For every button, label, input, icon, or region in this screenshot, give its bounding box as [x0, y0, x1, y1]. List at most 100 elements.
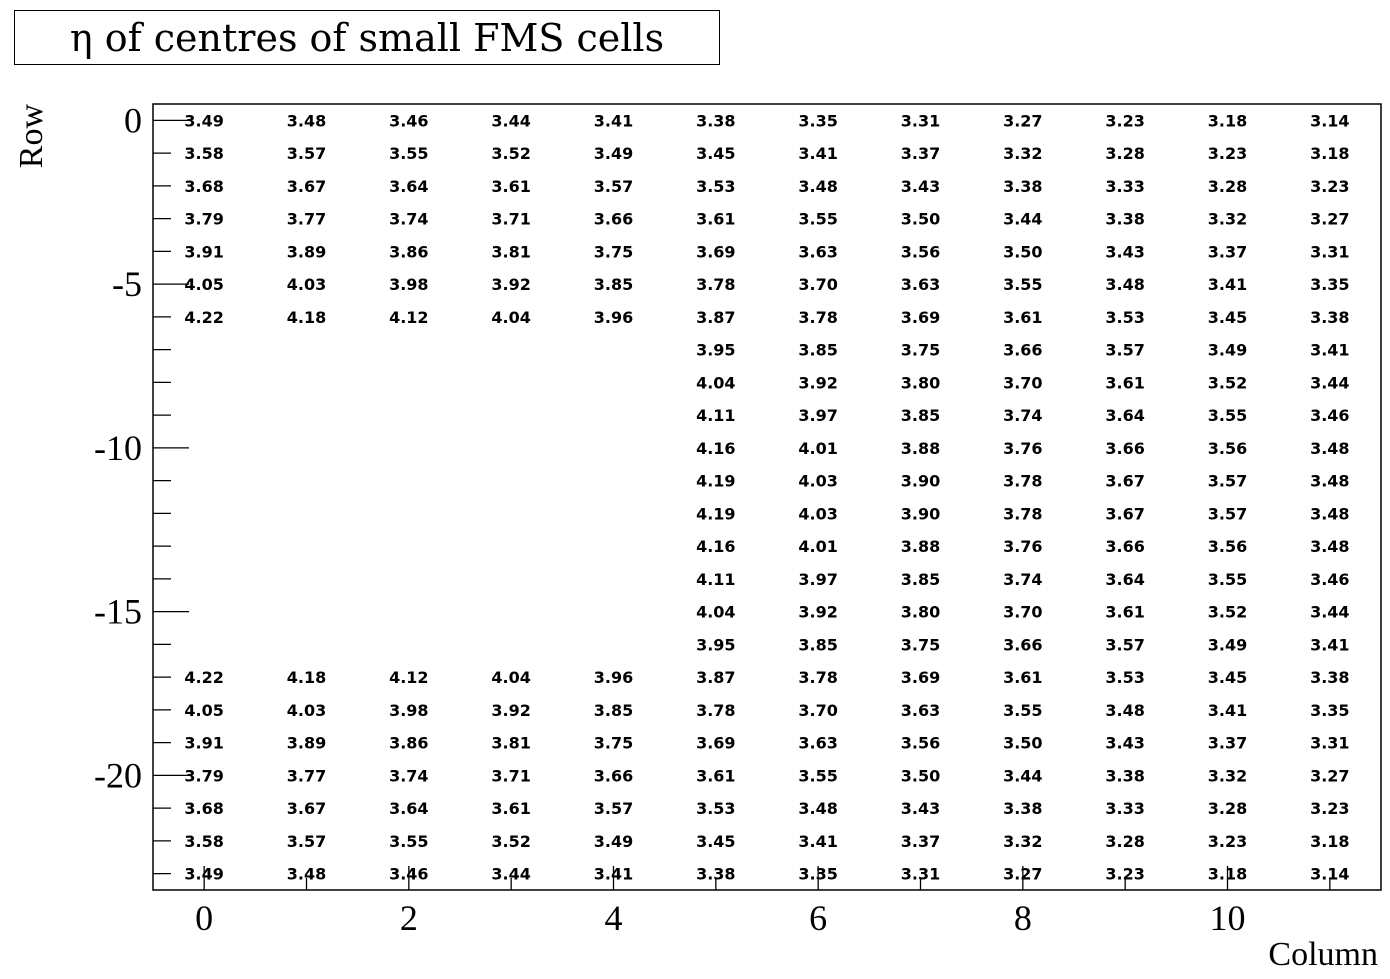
cell-value-label: 3.37 — [901, 144, 940, 163]
cell-value-label: 3.23 — [1105, 111, 1144, 130]
cell-value-label: 3.55 — [1208, 570, 1247, 589]
cell-value-label: 3.75 — [901, 635, 940, 654]
cell-value-label: 3.28 — [1105, 832, 1144, 851]
cell-value-label: 3.66 — [594, 210, 633, 229]
cell-value-label: 3.33 — [1105, 799, 1144, 818]
cell-value-label: 4.11 — [696, 570, 735, 589]
cell-value-label: 3.57 — [1208, 504, 1247, 523]
cell-value-label: 3.52 — [1208, 603, 1247, 622]
cell-value-label: 3.45 — [1208, 308, 1247, 327]
cell-value-label: 3.85 — [901, 570, 940, 589]
cell-value-label: 3.55 — [798, 766, 837, 785]
cell-value-label: 3.38 — [1105, 766, 1144, 785]
cell-value-label: 4.03 — [798, 504, 837, 523]
cell-value-label: 3.55 — [1003, 701, 1042, 720]
cell-value-label: 3.28 — [1105, 144, 1144, 163]
cell-value-label: 3.46 — [1310, 570, 1349, 589]
cell-value-label: 3.70 — [1003, 603, 1042, 622]
cell-value-label: 3.48 — [798, 799, 837, 818]
x-tick-label: 4 — [605, 898, 623, 938]
cell-value-label: 3.50 — [901, 210, 940, 229]
cell-value-label: 3.52 — [1208, 373, 1247, 392]
cell-value-label: 4.01 — [798, 537, 837, 556]
cell-value-label: 3.43 — [1105, 242, 1144, 261]
cell-value-label: 3.90 — [901, 472, 940, 491]
cell-value-label: 3.63 — [901, 275, 940, 294]
cell-value-label: 3.76 — [1003, 537, 1042, 556]
cell-value-label: 3.96 — [594, 668, 633, 687]
cell-value-label: 3.61 — [491, 799, 530, 818]
cell-value-label: 4.01 — [798, 439, 837, 458]
cell-value-label: 4.16 — [696, 537, 735, 556]
cell-value-label: 3.78 — [696, 275, 735, 294]
cell-value-label: 3.78 — [798, 668, 837, 687]
cell-value-label: 3.44 — [491, 111, 530, 130]
cell-value-label: 3.38 — [1310, 308, 1349, 327]
cell-value-label: 3.57 — [1208, 472, 1247, 491]
cell-value-label: 3.77 — [287, 766, 326, 785]
cell-value-label: 3.75 — [594, 734, 633, 753]
cell-value-label: 3.38 — [696, 865, 735, 884]
cell-value-label: 4.03 — [287, 701, 326, 720]
plot-frame — [152, 103, 1382, 891]
cell-value-label: 4.11 — [696, 406, 735, 425]
cell-value-label: 3.31 — [901, 865, 940, 884]
cell-value-label: 3.78 — [696, 701, 735, 720]
cell-value-label: 3.63 — [901, 701, 940, 720]
cell-value-label: 3.74 — [1003, 406, 1042, 425]
cell-value-label: 3.41 — [1208, 275, 1247, 294]
cell-value-label: 3.66 — [594, 766, 633, 785]
cell-value-label: 3.61 — [696, 210, 735, 229]
cell-value-label: 3.56 — [901, 734, 940, 753]
cell-value-label: 3.61 — [491, 177, 530, 196]
cell-value-label: 3.23 — [1310, 799, 1349, 818]
cell-value-label: 3.53 — [696, 799, 735, 818]
cell-value-label: 3.27 — [1310, 766, 1349, 785]
cell-value-label: 3.18 — [1310, 832, 1349, 851]
cell-value-label: 3.37 — [1208, 734, 1247, 753]
cell-value-label: 3.49 — [594, 832, 633, 851]
cell-value-label: 3.88 — [901, 537, 940, 556]
cell-value-label: 3.49 — [184, 865, 223, 884]
cell-value-label: 3.56 — [1208, 439, 1247, 458]
cell-value-label: 4.16 — [696, 439, 735, 458]
cell-value-label: 3.37 — [1208, 242, 1247, 261]
cell-value-label: 3.27 — [1310, 210, 1349, 229]
cell-value-label: 3.46 — [389, 111, 428, 130]
cell-value-label: 3.88 — [901, 439, 940, 458]
cell-value-label: 3.35 — [1310, 275, 1349, 294]
cell-value-label: 3.85 — [798, 635, 837, 654]
cell-value-label: 3.28 — [1208, 799, 1247, 818]
cell-value-label: 4.05 — [184, 701, 223, 720]
cell-value-label: 3.86 — [389, 734, 428, 753]
cell-value-label: 3.50 — [901, 766, 940, 785]
cell-value-label: 3.41 — [798, 832, 837, 851]
cell-value-label: 4.19 — [696, 472, 735, 491]
cell-value-label: 3.87 — [696, 308, 735, 327]
cell-value-label: 4.18 — [287, 668, 326, 687]
cell-value-label: 3.52 — [491, 144, 530, 163]
cell-value-label: 3.58 — [184, 832, 223, 851]
cell-value-label: 3.52 — [491, 832, 530, 851]
cell-value-label: 3.69 — [901, 668, 940, 687]
cell-value-label: 4.12 — [389, 668, 428, 687]
cell-value-label: 3.28 — [1208, 177, 1247, 196]
cell-value-label: 3.41 — [1310, 341, 1349, 360]
cell-value-label: 3.48 — [1105, 701, 1144, 720]
cell-value-label: 3.75 — [594, 242, 633, 261]
cell-value-label: 3.55 — [1208, 406, 1247, 425]
cell-value-label: 3.79 — [184, 210, 223, 229]
cell-value-label: 3.70 — [798, 275, 837, 294]
cell-value-label: 3.89 — [287, 242, 326, 261]
cell-value-label: 3.67 — [287, 799, 326, 818]
y-tick-label: -5 — [112, 264, 142, 304]
y-tick-label: 0 — [124, 100, 142, 140]
cell-value-label: 3.69 — [696, 734, 735, 753]
cell-value-label: 3.76 — [1003, 439, 1042, 458]
cell-value-label: 3.71 — [491, 210, 530, 229]
cell-value-label: 3.45 — [696, 144, 735, 163]
cell-value-label: 3.14 — [1310, 865, 1349, 884]
cell-value-label: 3.71 — [491, 766, 530, 785]
cell-value-label: 3.48 — [287, 111, 326, 130]
